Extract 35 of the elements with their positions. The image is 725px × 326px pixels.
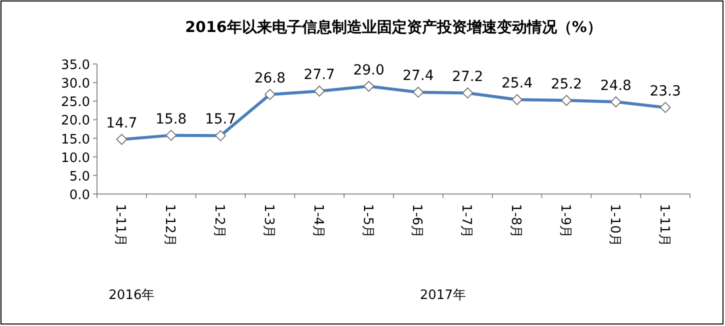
y-tick-label: 35.0 [61,58,90,73]
data-label: 25.4 [501,76,533,92]
x-tick-label: 1-7月 [458,204,474,238]
data-label: 29.0 [353,62,384,78]
data-label: 24.8 [600,78,632,94]
x-tick-label: 1-8月 [508,204,524,238]
y-tick-label: 30.0 [61,76,90,92]
x-tick-label: 1-11月 [656,204,672,247]
y-tick-label: 15.0 [61,132,90,148]
y-tick-label: 0.0 [69,188,90,203]
text: 2016年 [108,288,155,303]
data-label: 27.4 [402,68,434,84]
data-label: 27.2 [452,68,484,85]
data-label: 15.8 [156,111,187,128]
x-tick-label: 1-10月 [606,204,622,247]
x-tick-label: 1-12月 [162,204,178,247]
data-label: 14.7 [106,115,138,132]
y-tick-label: 25.0 [61,95,90,110]
chart-title: 2016年以来电子信息制造业固定资产投资增速变动情况（%） [185,18,602,36]
x-tick-label: 1-11月 [112,204,128,247]
x-tick-label: 1-4月 [310,204,326,238]
x-tick-label: 1-9月 [557,204,572,238]
x-tick-label: 1-6月 [409,204,424,238]
data-label: 26.8 [254,70,286,86]
data-label: 25.2 [550,76,582,92]
data-label: 15.7 [204,112,236,128]
data-label: 23.3 [650,83,681,100]
x-tick-label: 1-3月 [260,204,276,238]
text: 2017年 [420,288,466,303]
y-tick-label: 20.0 [61,114,90,129]
x-tick-label: 1-5月 [360,204,375,238]
y-tick-label: 10.0 [61,150,90,166]
data-label: 27.7 [304,67,335,84]
x-tick-label: 1-2月 [212,204,227,238]
y-tick-label: 5.0 [69,169,90,184]
